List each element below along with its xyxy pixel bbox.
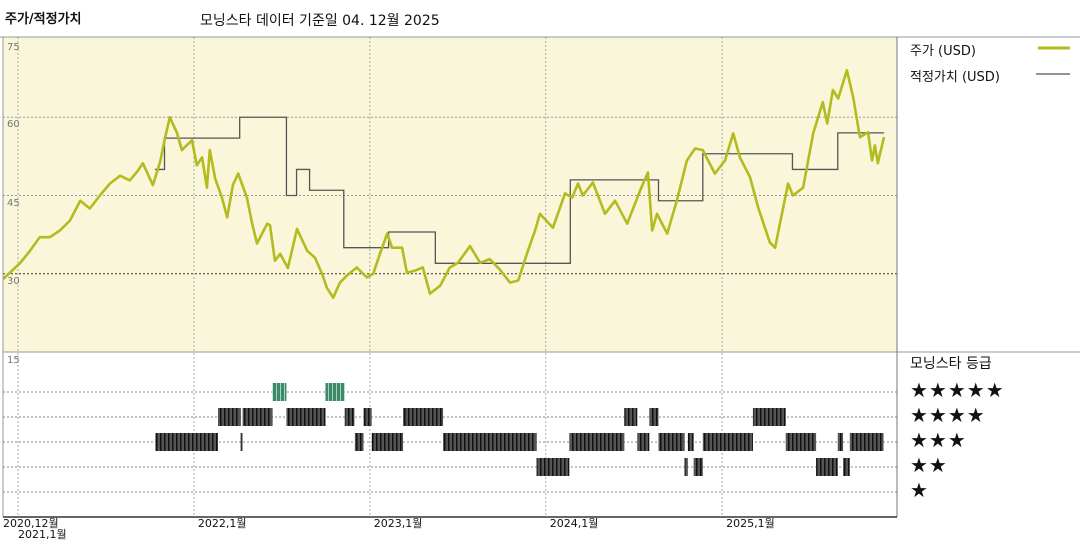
ytick-label: 60 <box>7 119 20 131</box>
rating-bar-2-star <box>693 458 703 476</box>
rating-bar-3-star <box>155 433 218 451</box>
ytick-label: 75 <box>7 42 20 53</box>
price-line <box>2 69 886 299</box>
rating-bar-2-star <box>536 458 570 476</box>
xtick-label: 2020,12월 <box>3 517 59 530</box>
rating-bar-4-star <box>752 408 786 426</box>
legend-1-star: ★ <box>910 478 929 502</box>
xtick-label: 2021,1월 <box>18 528 67 541</box>
legend-price: 주가 (USD) <box>910 44 976 59</box>
legend-fair-value: 적정가치 (USD) <box>910 70 1000 85</box>
legend-5-stars: ★★★★★ <box>910 378 1005 402</box>
rating-bar-4-star <box>624 408 638 426</box>
rating-bar-3-star <box>240 433 243 451</box>
ytick-label: 30 <box>7 275 20 287</box>
rating-bar-3-star <box>849 433 884 451</box>
rating-bar-4-star <box>403 408 444 426</box>
rating-bar-3-star <box>569 433 625 451</box>
rating-bar-5-star <box>325 383 345 401</box>
xtick-label: 2025,1월 <box>726 517 775 530</box>
rating-bar-3-star <box>354 433 364 451</box>
rating-bar-3-star <box>687 433 694 451</box>
rating-bar-4-star <box>649 408 659 426</box>
rating-bar-3-star <box>371 433 404 451</box>
rating-bar-3-star <box>837 433 844 451</box>
rating-bar-3-star <box>702 433 753 451</box>
rating-bar-5-star <box>272 383 287 401</box>
xtick-label: 2024,1월 <box>549 517 599 530</box>
ytick-label: 45 <box>7 197 20 209</box>
xtick-label: 2022,1월 <box>197 517 247 530</box>
legend-2-stars: ★★ <box>910 453 948 477</box>
rating-bar-3-star <box>637 433 650 451</box>
rating-ytick: 15 <box>7 355 20 366</box>
rating-bar-2-star <box>684 458 688 476</box>
data-date-subtitle: 모닝스타 데이터 기준일 04. 12월 2025 <box>200 13 440 29</box>
rating-bar-2-star <box>816 458 838 476</box>
legend-4-stars: ★★★★ <box>910 403 986 427</box>
legend-rating-title: 모닝스타 등급 <box>910 356 992 372</box>
rating-bar-4-star <box>344 408 355 426</box>
rating-bar-3-star <box>658 433 685 451</box>
xtick-label: 2023,1월 <box>373 517 423 530</box>
rating-bar-3-star <box>785 433 817 451</box>
rating-bar-3-star <box>443 433 537 451</box>
rating-bar-4-star <box>218 408 241 426</box>
rating-bar-4-star <box>286 408 326 426</box>
legend-3-stars: ★★★ <box>910 428 967 452</box>
rating-bar-4-star <box>242 408 273 426</box>
rating-bar-4-star <box>363 408 372 426</box>
plot-background <box>3 37 897 352</box>
rating-bar-2-star <box>843 458 850 476</box>
chart-title: 주가/적정가치 <box>5 12 82 27</box>
